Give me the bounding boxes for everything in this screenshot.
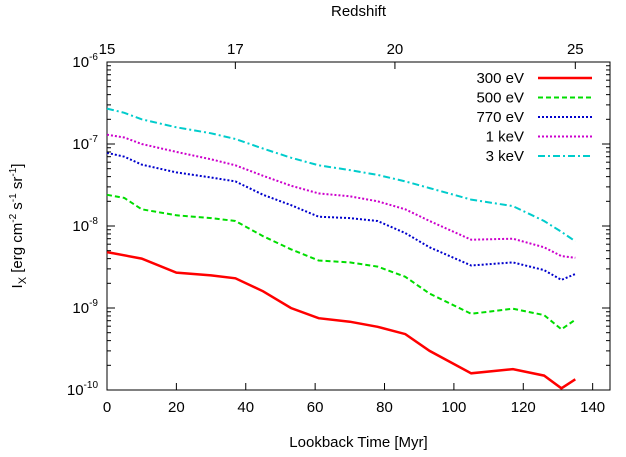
x-tick-label: 100 [441, 399, 466, 416]
top-axis-title: Redshift [331, 3, 387, 20]
y-tick-label: 10-7 [72, 134, 98, 153]
series-line-1 [106, 250, 576, 390]
series-line-5 [106, 107, 576, 243]
series-line-3 [106, 151, 576, 282]
plot-area [106, 61, 611, 391]
y-tick-label: 10-8 [72, 216, 98, 235]
x-tick-label: 20 [168, 399, 185, 416]
x-tick-label: 60 [307, 399, 324, 416]
plot-frame [106, 61, 611, 391]
series-line-4 [106, 133, 576, 259]
series-layer [106, 107, 576, 390]
ticks-layer: 0 20 40 60 80 100 120 140 15 17 20 25 10-10 10-9 10-8 1… [67, 41, 610, 416]
top-tick-label: 15 [99, 41, 116, 58]
legend-label: 500 eV [476, 90, 524, 107]
y-tick-label: 10-6 [72, 52, 98, 71]
legend: 300 eV 500 eV 770 eV 1 keV 3 keV [476, 70, 592, 165]
x-axis-title: Lookback Time [Myr] [289, 434, 427, 451]
y-tick-label: 10-10 [67, 380, 99, 399]
top-tick-label: 20 [387, 41, 404, 58]
legend-label: 770 eV [476, 109, 524, 126]
x-tick-label: 40 [237, 399, 254, 416]
legend-label: 1 keV [486, 129, 524, 146]
legend-label: 300 eV [476, 70, 524, 87]
x-tick-label: 140 [580, 399, 605, 416]
x-tick-label: 120 [511, 399, 536, 416]
y-tick-label: 10-9 [72, 298, 98, 317]
x-tick-label: 0 [103, 399, 111, 416]
x-tick-label: 80 [376, 399, 393, 416]
top-tick-label: 17 [227, 41, 244, 58]
legend-label: 3 keV [486, 148, 524, 165]
series-line-2 [106, 193, 576, 331]
y-axis-title: IX [erg cm-2 s-1 sr-1] [8, 164, 29, 289]
top-tick-label: 25 [567, 41, 584, 58]
